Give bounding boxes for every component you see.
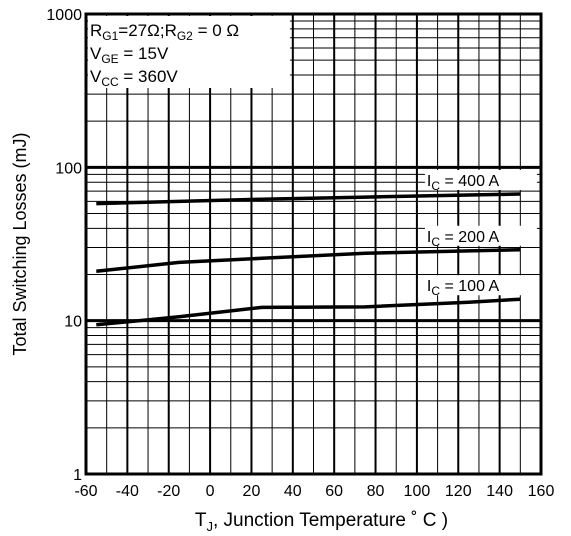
x-tick-label: 160 [528,483,555,500]
condition-line-2: VGE = 15V [90,44,169,66]
series-line-2 [96,248,521,274]
x-tick-label: -40 [116,483,139,500]
condition-line-1: RG1=27Ω;RG2 = 0 Ω [90,21,239,43]
x-tick-label: -60 [74,483,97,500]
series-lines [96,192,521,327]
x-axis-label-sub: J [206,519,213,534]
x-axis-label-rest: , Junction Temperature ˚ C ) [213,510,448,531]
x-tick-label: 80 [367,483,385,500]
x-tick-label: 40 [284,483,302,500]
series-label-bg [424,275,537,296]
x-tick-label: 60 [325,483,343,500]
series-line-3 [96,297,521,327]
conditions-box [88,16,290,88]
series-label-3: IC = 100 A [427,278,500,298]
x-tick-label: 140 [486,483,513,500]
series-labels: IC = 400 A IC = 200 A IC = 100 A [424,170,537,298]
x-tick-label: 0 [206,483,215,500]
tick-labels: -60 -40 -20 0 20 40 60 80 100 120 140 160 1 10 100 1000 [46,7,554,500]
y-tick-label: 10 [64,314,82,331]
y-tick-label: 1 [73,467,82,484]
y-tick-label: 1000 [46,7,82,24]
x-tick-label: 20 [243,483,261,500]
x-tick-label: -20 [157,483,180,500]
x-tick-label: 120 [445,483,472,500]
x-axis-label-main: T [195,510,207,531]
y-tick-label: 100 [55,160,82,177]
condition-line-3: VCC = 360V [90,67,178,89]
plot-frame [84,12,543,476]
series-label-bg [424,170,537,191]
series-label-bg [424,225,537,246]
series-line-1 [96,192,521,206]
y-axis-label: Total Switching Losses (mJ) [10,132,30,355]
series-label-1: IC = 400 A [427,173,500,193]
x-tick-label: 100 [404,483,431,500]
series-label-2: IC = 200 A [427,229,500,249]
x-axis-label: TJ, Junction Temperature ˚ C ) [195,510,448,534]
